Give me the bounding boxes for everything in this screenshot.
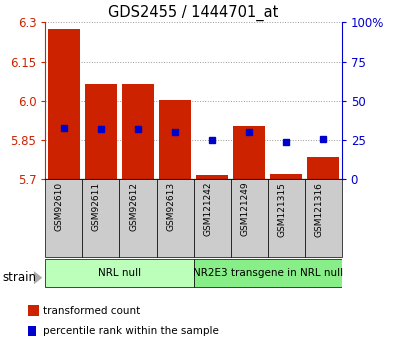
Bar — [194, 179, 231, 257]
Bar — [156, 179, 194, 257]
Bar — [45, 179, 83, 257]
Text: NR2E3 transgene in NRL null: NR2E3 transgene in NRL null — [192, 268, 343, 277]
Bar — [83, 179, 120, 257]
Bar — [305, 179, 342, 257]
Bar — [122, 84, 154, 179]
Title: GDS2455 / 1444701_at: GDS2455 / 1444701_at — [108, 5, 279, 21]
Bar — [45, 259, 194, 286]
Bar — [307, 157, 339, 179]
Text: strain: strain — [2, 271, 36, 284]
Text: percentile rank within the sample: percentile rank within the sample — [43, 326, 218, 336]
Bar — [194, 259, 342, 286]
Bar — [268, 179, 305, 257]
Bar — [231, 179, 268, 257]
Text: transformed count: transformed count — [43, 306, 140, 315]
Text: GSM121315: GSM121315 — [277, 182, 286, 237]
Text: NRL null: NRL null — [98, 268, 141, 277]
Text: GSM92613: GSM92613 — [166, 182, 175, 231]
Bar — [159, 100, 191, 179]
Text: GSM121316: GSM121316 — [314, 182, 323, 237]
Text: GSM121249: GSM121249 — [240, 182, 249, 236]
Bar — [85, 84, 117, 179]
Polygon shape — [34, 271, 42, 285]
Text: GSM121242: GSM121242 — [203, 182, 212, 236]
Bar — [196, 176, 228, 179]
Bar — [271, 174, 302, 179]
Text: GSM92610: GSM92610 — [55, 182, 64, 231]
Bar — [120, 179, 156, 257]
Text: GSM92611: GSM92611 — [92, 182, 101, 231]
Bar — [48, 29, 80, 179]
Bar — [233, 126, 265, 179]
Text: GSM92612: GSM92612 — [129, 182, 138, 231]
